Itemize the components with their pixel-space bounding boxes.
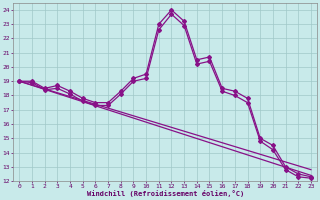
X-axis label: Windchill (Refroidissement éolien,°C): Windchill (Refroidissement éolien,°C): [86, 190, 244, 197]
